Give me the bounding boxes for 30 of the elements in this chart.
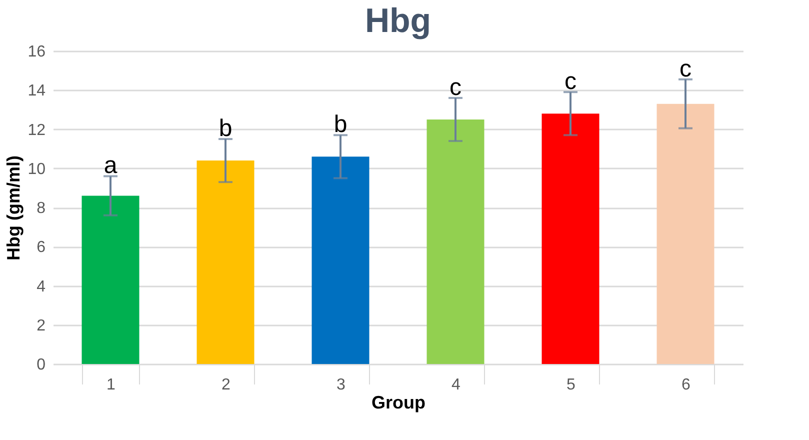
y-axis-title: Hbg (gm/ml): [4, 156, 24, 260]
x-tick-label: 2: [222, 376, 231, 394]
x-tick-label: 6: [682, 376, 691, 394]
y-tick-label: 10: [28, 160, 46, 178]
bar: [656, 104, 714, 364]
x-tick-label: 3: [336, 376, 346, 394]
bar: [426, 119, 484, 364]
y-tick-label: 12: [28, 122, 46, 139]
x-tick-label: 5: [566, 376, 576, 394]
x-tick-label: 1: [106, 376, 116, 394]
annotation: a: [104, 152, 118, 180]
y-tick-label: 6: [36, 239, 46, 256]
y-tick-label: 8: [36, 200, 46, 217]
bar: [196, 160, 254, 364]
annotation: c: [564, 68, 576, 96]
bar: [312, 156, 370, 364]
annotation: c: [680, 55, 692, 82]
chart-title: Hbg: [364, 2, 432, 40]
y-tick-label: 4: [36, 278, 46, 296]
y-tick-label: 0: [36, 356, 46, 374]
x-tick-label: 4: [452, 376, 461, 394]
y-tick-label: 16: [28, 44, 46, 60]
bar: [82, 196, 140, 364]
y-tick-label: 14: [28, 82, 46, 100]
x-axis-title: Group: [372, 392, 426, 412]
annotation: b: [334, 111, 348, 138]
y-tick-label: 2: [36, 317, 46, 334]
bar: [542, 114, 600, 364]
annotation: c: [450, 74, 462, 101]
annotation: b: [218, 115, 232, 142]
